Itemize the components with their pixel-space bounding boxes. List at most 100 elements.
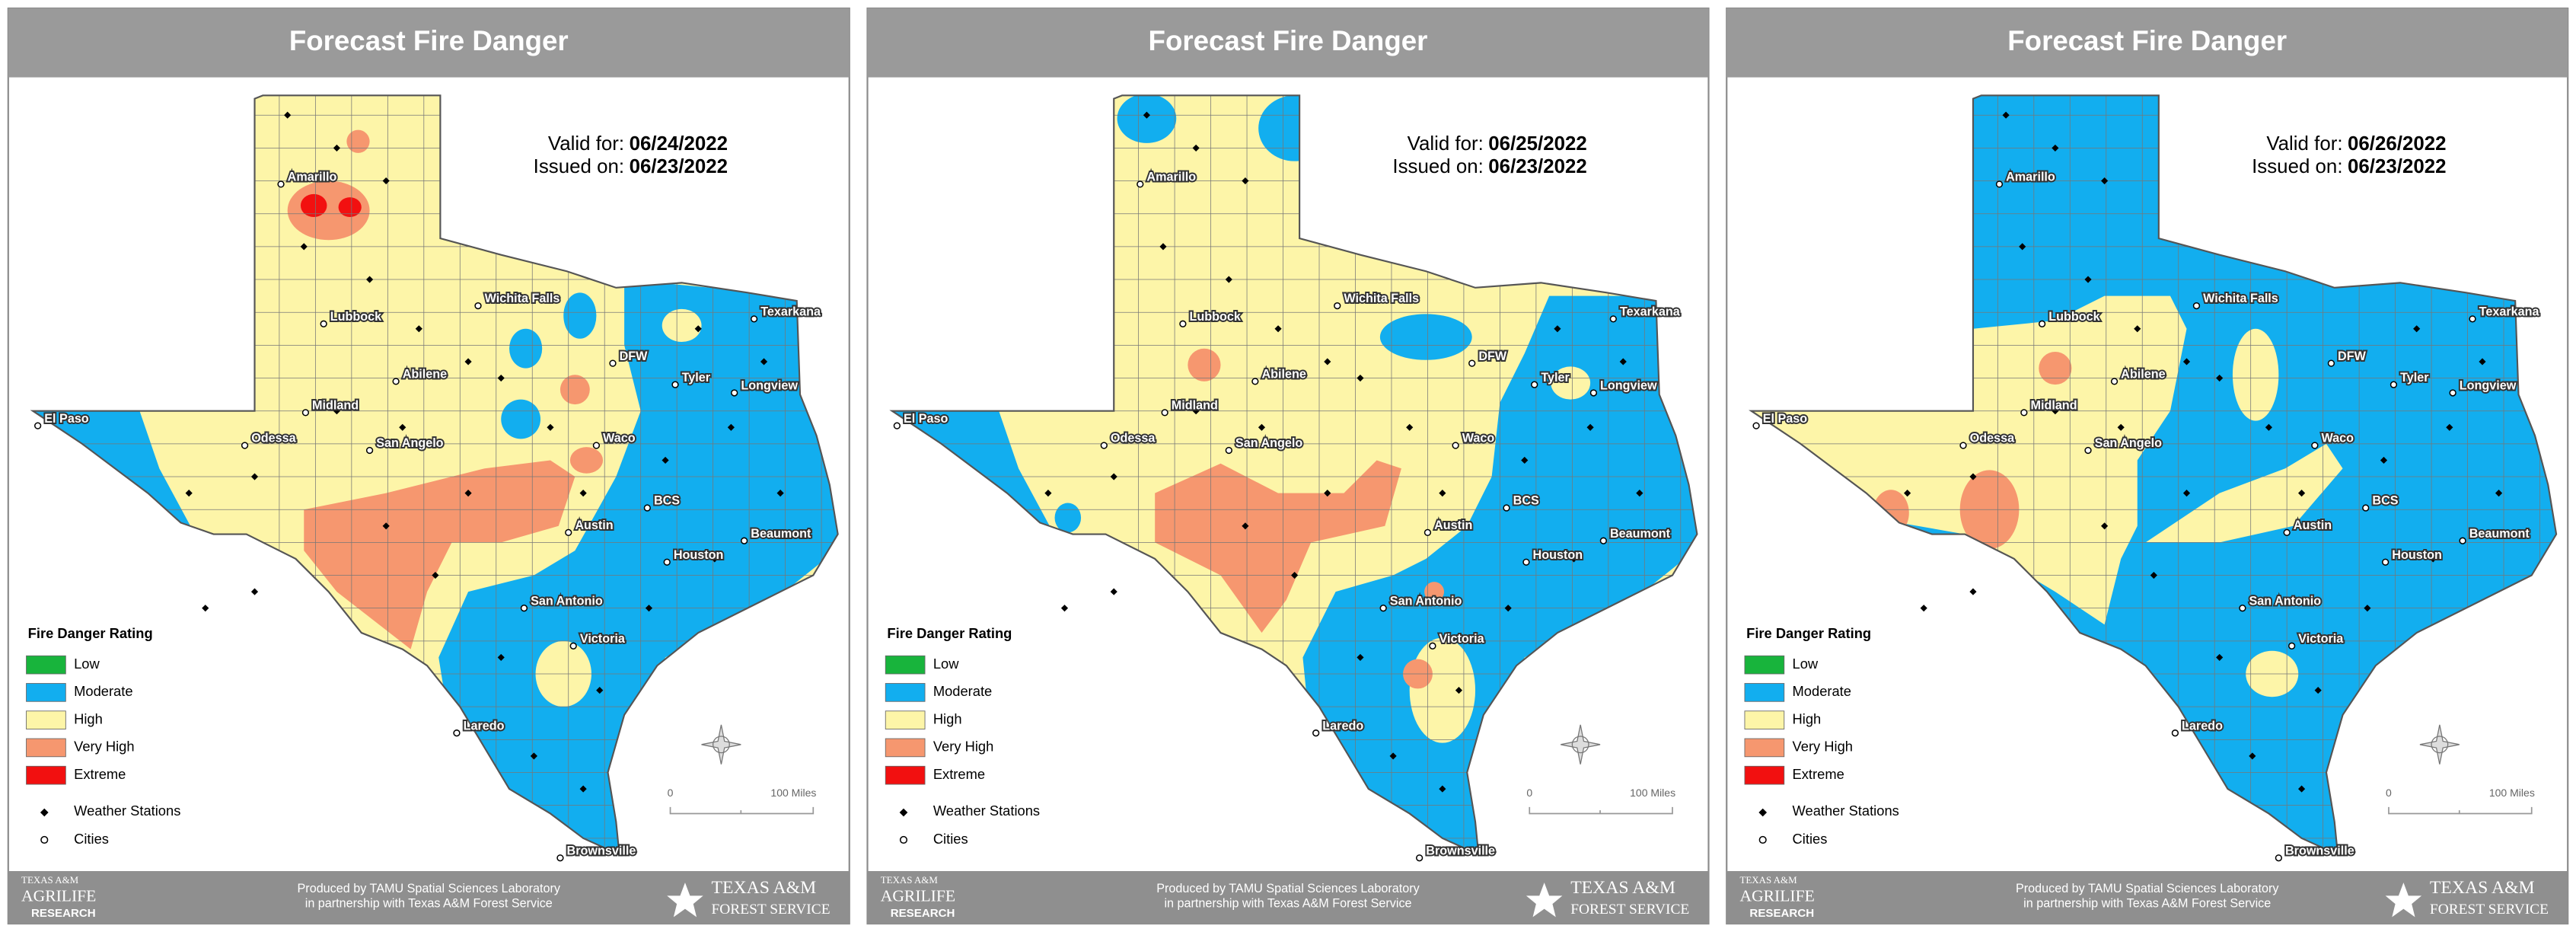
weather-station bbox=[2216, 653, 2224, 662]
city-marker bbox=[2469, 315, 2476, 323]
city-label: San Antonio bbox=[531, 594, 603, 608]
weather-station bbox=[547, 423, 554, 431]
city-label: Amarillo bbox=[288, 171, 337, 184]
agrilife-main: AGRILIFE bbox=[1739, 886, 1814, 905]
city-label: Austin bbox=[575, 519, 613, 532]
weather-station bbox=[1586, 423, 1594, 431]
weather-station bbox=[1324, 490, 1331, 497]
city-label: Longview bbox=[1600, 379, 1657, 393]
legend-label: Low bbox=[1793, 656, 1819, 672]
footer-bar bbox=[867, 870, 1709, 924]
city-marker bbox=[1334, 302, 1341, 310]
legend-city-label: Cities bbox=[1793, 831, 1828, 847]
weather-station bbox=[579, 490, 587, 497]
weather-station bbox=[1439, 785, 1446, 793]
forest-star bbox=[1526, 883, 1563, 918]
city-label: Wichita Falls bbox=[1344, 292, 1419, 305]
legend-swatch bbox=[1744, 765, 1785, 785]
city-label: Waco bbox=[603, 432, 636, 445]
weather-station bbox=[2298, 490, 2306, 497]
scale-bar bbox=[2388, 806, 2533, 815]
forest-sub: FOREST SERVICE bbox=[1570, 902, 1689, 918]
footer-line2: in partnership with Texas A&M Forest Ser… bbox=[1164, 896, 1411, 910]
city-marker bbox=[1251, 378, 1259, 385]
scale-end: 100 Miles bbox=[2489, 787, 2535, 799]
city-marker bbox=[453, 729, 461, 737]
issued-date: 06/23/2022 bbox=[630, 156, 728, 177]
weather-station bbox=[776, 490, 784, 497]
footer-line1: Produced by TAMU Spatial Sciences Labora… bbox=[298, 882, 561, 895]
legend-swatch bbox=[885, 655, 926, 675]
texas-outline bbox=[889, 94, 1698, 857]
legend-label: High bbox=[1793, 710, 1822, 726]
city-label: Tyler bbox=[1541, 371, 1570, 385]
valid-line: Valid for: bbox=[2266, 133, 2342, 155]
footer-line2: in partnership with Texas A&M Forest Ser… bbox=[2023, 896, 2271, 910]
city-marker bbox=[556, 854, 564, 862]
city-label: El Paso bbox=[44, 412, 89, 426]
valid-date: 06/24/2022 bbox=[630, 133, 728, 155]
city-label: Lubbock bbox=[2048, 310, 2100, 324]
valid-label: Valid for: bbox=[2266, 133, 2342, 155]
compass bbox=[701, 724, 741, 764]
weather-station bbox=[2314, 687, 2322, 694]
city-label: Laredo bbox=[464, 719, 505, 733]
forest-top: TEXAS A&M bbox=[1570, 878, 1675, 898]
weather-station bbox=[1439, 490, 1446, 497]
weather-station bbox=[596, 687, 604, 694]
city-label: Laredo bbox=[2182, 719, 2223, 733]
danger-zone bbox=[662, 308, 702, 343]
legend-swatch bbox=[26, 683, 66, 702]
city-label: BCS bbox=[1513, 494, 1539, 508]
map-panel: Forecast Fire Danger El Paso Amarillo Lubbo… bbox=[866, 7, 1710, 925]
city-marker bbox=[474, 302, 482, 310]
legend-label: Low bbox=[74, 656, 100, 672]
legend-label: Very High bbox=[74, 739, 134, 755]
weather-station bbox=[2052, 407, 2059, 415]
forest-star bbox=[667, 883, 703, 918]
issued-label: Issued on: bbox=[534, 156, 624, 177]
city-label: Beaumont bbox=[751, 527, 811, 541]
north-arrow bbox=[2419, 724, 2460, 764]
weather-station bbox=[382, 522, 390, 530]
danger-zone bbox=[563, 292, 597, 339]
city-marker bbox=[33, 422, 42, 429]
city-marker bbox=[2382, 558, 2389, 566]
footer-line1: Produced by TAMU Spatial Sciences Labora… bbox=[1156, 882, 1420, 895]
city-marker bbox=[609, 359, 617, 367]
panel-title: Forecast Fire Danger bbox=[2007, 25, 2287, 56]
weather-station bbox=[2429, 555, 2437, 563]
forest-top: TEXAS A&M bbox=[711, 878, 816, 898]
issued-date: 06/23/2022 bbox=[1488, 156, 1587, 177]
legend-title: Fire Danger Rating bbox=[1746, 625, 1871, 641]
city-marker bbox=[643, 504, 651, 512]
city-marker bbox=[2084, 446, 2092, 455]
weather-station bbox=[284, 111, 292, 119]
danger-zone bbox=[1302, 295, 1698, 855]
city-label: Longview bbox=[741, 379, 798, 393]
weather-station bbox=[2182, 490, 2191, 497]
city-marker bbox=[565, 528, 572, 537]
city-label: Laredo bbox=[1322, 719, 1363, 733]
legend-title: Fire Danger Rating bbox=[28, 625, 153, 641]
valid-label: Valid for: bbox=[548, 133, 624, 155]
city-label: Houston bbox=[2392, 548, 2442, 562]
valid-label: Valid for: bbox=[1408, 133, 1484, 155]
danger-zone bbox=[338, 197, 362, 218]
texas-outline bbox=[1749, 94, 2558, 857]
legend-label: Moderate bbox=[74, 683, 132, 699]
legend-swatch bbox=[885, 765, 926, 785]
valid-line: Valid for: bbox=[548, 133, 624, 155]
weather-station bbox=[662, 456, 669, 464]
issued-label: Issued on: bbox=[1392, 156, 1483, 177]
legend-city-label: Cities bbox=[74, 831, 109, 847]
weather-station bbox=[1192, 144, 1200, 152]
legend-label: Very High bbox=[1793, 739, 1853, 755]
texas-map: El Paso Amarillo Lubbock Wichita Falls Texar… bbox=[889, 94, 1698, 862]
weather-station bbox=[727, 423, 735, 431]
city-marker bbox=[2459, 537, 2466, 544]
city-marker bbox=[1599, 537, 1608, 544]
legend-station-label: Weather Stations bbox=[74, 803, 180, 819]
weather-station bbox=[2495, 490, 2503, 497]
city-label: Wichita Falls bbox=[2203, 292, 2278, 305]
